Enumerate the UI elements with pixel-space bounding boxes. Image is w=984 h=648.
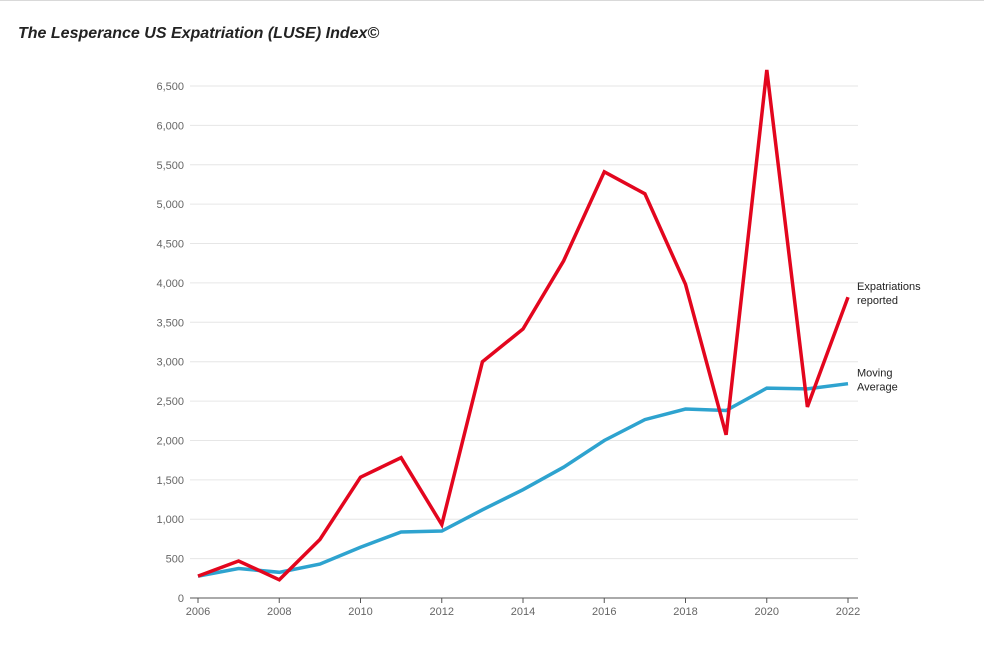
series-label: reported: [857, 295, 898, 307]
y-tick-label: 5,000: [156, 199, 184, 211]
series-lines: [197, 69, 850, 582]
gridlines: [190, 85, 858, 560]
top-divider: [0, 0, 984, 1]
x-tick-label: 2014: [511, 606, 535, 618]
x-tick-label: 2016: [592, 606, 616, 618]
y-tick-label: 500: [166, 554, 184, 566]
series-line-expatriations-reported: [197, 69, 850, 582]
x-axis-ticks: 2006 2008 2010 2012 2014 2016 2018 2020 2022: [186, 598, 860, 618]
y-tick-label: 5,500: [156, 160, 184, 172]
x-tick-label: 2006: [186, 606, 210, 618]
y-tick-label: 3,000: [156, 357, 184, 369]
x-tick-label: 2012: [430, 606, 454, 618]
y-tick-label: 2,500: [156, 396, 184, 408]
series-label: Average: [857, 382, 898, 394]
y-tick-label: 1,000: [156, 514, 184, 526]
y-tick-label: 1,500: [156, 475, 184, 487]
y-tick-label: 6,000: [156, 120, 184, 132]
y-tick-label: 0: [178, 593, 184, 605]
x-tick-label: 2010: [348, 606, 372, 618]
y-tick-label: 2,000: [156, 435, 184, 447]
x-tick-label: 2018: [673, 606, 697, 618]
x-tick-label: 2022: [836, 606, 860, 618]
series-label: Expatriations: [857, 281, 921, 293]
y-tick-label: 3,500: [156, 317, 184, 329]
y-tick-label: 6,500: [156, 81, 184, 93]
y-tick-label: 4,500: [156, 239, 184, 251]
x-tick-label: 2020: [755, 606, 779, 618]
x-tick-label: 2008: [267, 606, 291, 618]
y-tick-label: 4,000: [156, 278, 184, 290]
chart-title: The Lesperance US Expatriation (LUSE) In…: [18, 25, 380, 42]
y-axis-ticks: 0 500 1,000 1,500 2,000 2,500 3,000 3,500 4,000 4…: [156, 81, 184, 605]
series-line-moving-average: [197, 381, 849, 578]
series-label: Moving: [857, 368, 892, 380]
series-labels: Expatriations reported Moving Average: [857, 281, 921, 394]
